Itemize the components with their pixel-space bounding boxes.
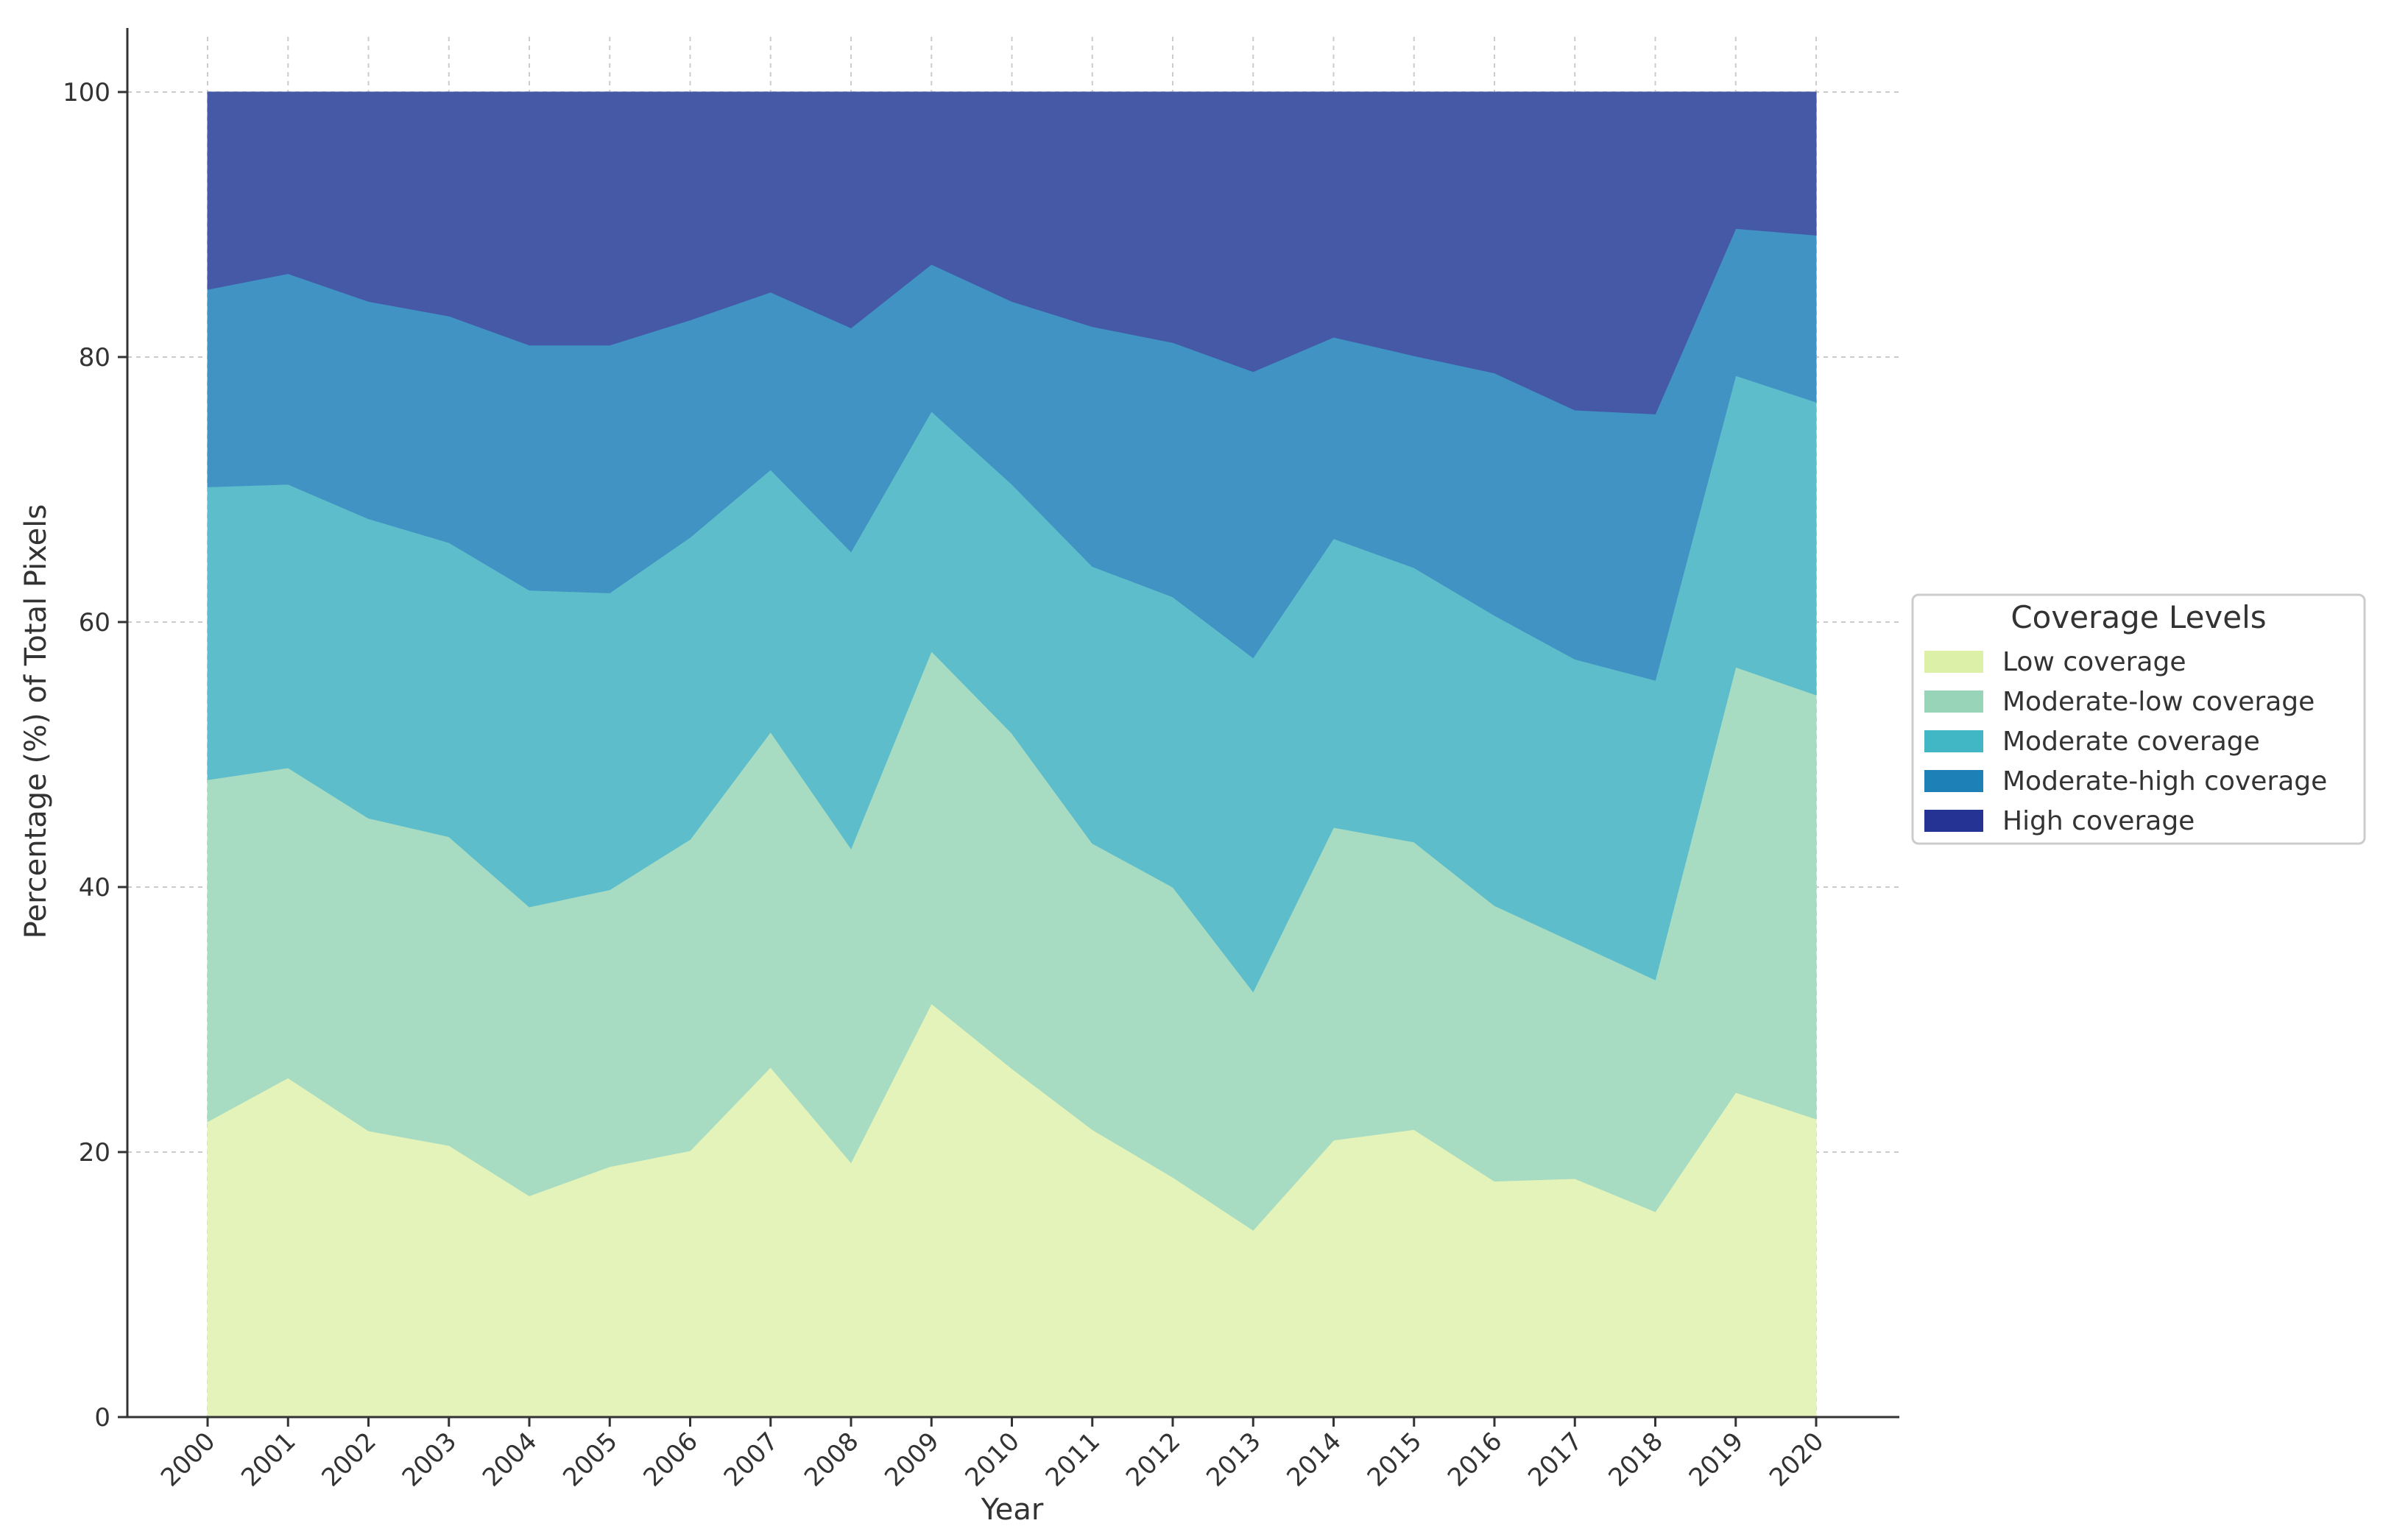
- x-tick-label: 2001: [236, 1427, 301, 1492]
- x-tick-label: 2014: [1281, 1427, 1346, 1492]
- x-tick-label: 2002: [316, 1427, 381, 1492]
- area-series: [207, 91, 1817, 1418]
- x-tick-label: 2010: [959, 1427, 1025, 1492]
- legend-swatch: [1924, 770, 1983, 792]
- x-tick-label: 2011: [1040, 1427, 1106, 1492]
- x-axis-title: Year: [981, 1493, 1044, 1527]
- y-ticks: 0 20 40 60 80 100: [63, 78, 127, 1433]
- y-tick-label: 80: [79, 343, 110, 372]
- axes: [126, 28, 1899, 1419]
- y-tick-label: 60: [79, 608, 110, 637]
- x-tick-label: 2015: [1362, 1427, 1427, 1492]
- x-tick-label: 2020: [1764, 1427, 1829, 1492]
- legend-label: Moderate-high coverage: [2002, 766, 2327, 797]
- legend-swatch: [1924, 651, 1983, 673]
- legend-label: Low coverage: [2002, 647, 2186, 677]
- legend-box: [1911, 593, 2366, 845]
- legend-swatch: [1924, 690, 1983, 713]
- area-high-coverage: [207, 91, 1817, 414]
- y-axis-title: Percentage (%) of Total Pixels: [19, 504, 53, 939]
- x-tick-label: 2019: [1684, 1427, 1749, 1492]
- legend-label: High coverage: [2002, 806, 2195, 836]
- x-tick-label: 2018: [1603, 1427, 1668, 1492]
- y-tick-label: 20: [79, 1138, 110, 1168]
- x-tick-label: 2013: [1201, 1427, 1266, 1492]
- x-ticks: 2000 2001 2002 2003 2004 2005 2006 2007 2008 2009…: [155, 1417, 1829, 1493]
- legend-items: Low coverage Moderate-low coverage Moderat…: [1924, 647, 2327, 836]
- legend-swatch: [1924, 730, 1983, 752]
- legend: Coverage Levels Low coverage Moderate-low…: [1911, 593, 2366, 845]
- x-tick-label: 2003: [397, 1427, 462, 1492]
- x-tick-label: 2016: [1442, 1427, 1508, 1492]
- x-tick-label: 2008: [799, 1427, 864, 1492]
- y-tick-label: 40: [79, 873, 110, 903]
- x-tick-label: 2005: [557, 1427, 623, 1492]
- legend-title: Coverage Levels: [2010, 599, 2266, 635]
- x-tick-label: 2009: [879, 1427, 945, 1492]
- y-tick-label: 100: [63, 78, 110, 107]
- x-tick-label: 2000: [155, 1427, 221, 1492]
- x-tick-label: 2017: [1522, 1427, 1588, 1492]
- legend-label: Moderate coverage: [2002, 727, 2260, 757]
- legend-label: Moderate-low coverage: [2002, 687, 2315, 717]
- legend-swatch: [1924, 810, 1983, 832]
- x-tick-label: 2012: [1120, 1427, 1186, 1492]
- x-tick-label: 2007: [719, 1427, 784, 1492]
- x-tick-label: 2004: [477, 1427, 543, 1492]
- y-tick-label: 0: [94, 1403, 110, 1433]
- x-tick-label: 2006: [638, 1427, 703, 1492]
